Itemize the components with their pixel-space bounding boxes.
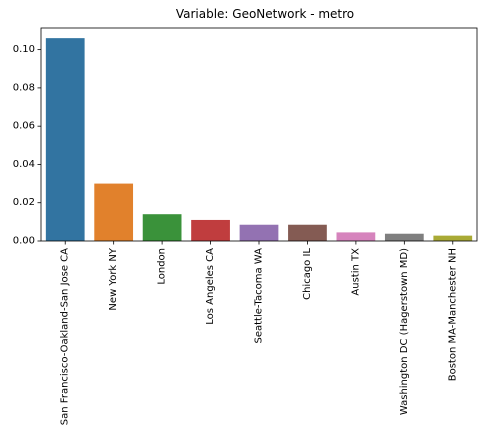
y-tick-label: 0.08	[13, 82, 35, 93]
x-tick-label: Chicago IL	[302, 248, 313, 300]
bar	[336, 232, 376, 241]
y-axis: 0.00 0.02 0.04 0.06 0.08 0.10	[13, 44, 41, 247]
x-tick-label: Los Angeles CA	[205, 248, 216, 325]
chart-title: Variable: GeoNetwork - metro	[176, 7, 354, 21]
bar	[191, 219, 230, 241]
bar	[142, 214, 182, 241]
y-tick-label: 0.10	[13, 44, 35, 55]
plot-border	[40, 27, 478, 242]
x-tick-label: San Francisco-Oakland-San Jose CA	[60, 248, 71, 425]
plot-frame	[40, 27, 478, 242]
x-tick-label: London	[157, 248, 168, 285]
x-axis: San Francisco-Oakland-San Jose CA New Yor…	[60, 241, 458, 425]
bar	[45, 38, 85, 242]
bar	[288, 224, 327, 241]
y-tick-label: 0.04	[13, 159, 35, 170]
bars-group	[45, 38, 473, 242]
x-tick-label: Seattle-Tacoma WA	[254, 248, 265, 344]
x-tick-label: Boston MA-Manchester NH	[447, 248, 458, 381]
y-tick-label: 0.00	[13, 236, 35, 247]
x-tick-label: Washington DC (Hagerstown MD)	[399, 248, 410, 415]
x-tick-label: New York NY	[108, 247, 119, 310]
bar	[384, 233, 424, 241]
x-tick-label: Austin TX	[350, 248, 361, 296]
y-tick-label: 0.06	[13, 121, 35, 132]
bar	[94, 183, 134, 241]
y-tick-label: 0.02	[13, 197, 35, 208]
bar	[433, 235, 473, 241]
bar	[239, 224, 279, 241]
